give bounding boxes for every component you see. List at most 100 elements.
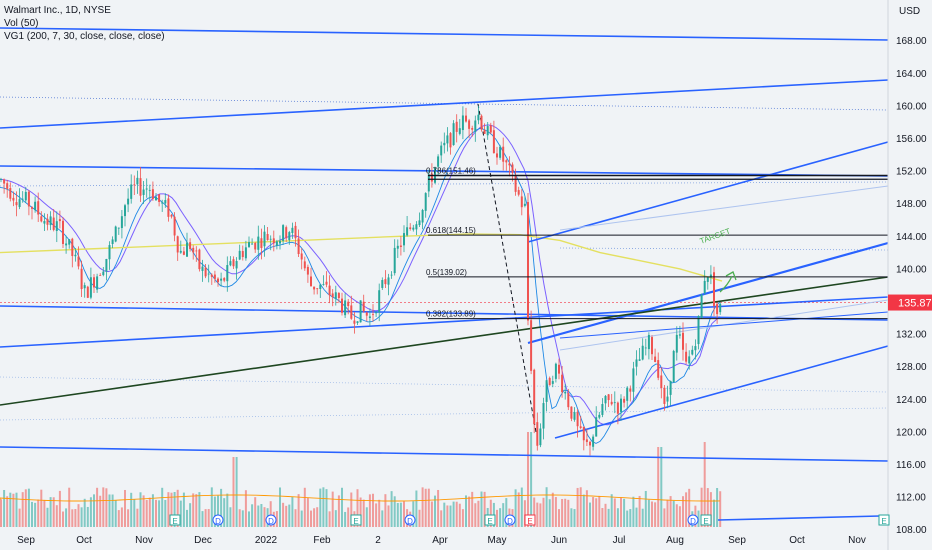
candle-body [508, 163, 511, 166]
candle-body [34, 201, 37, 211]
candle-body [263, 231, 266, 247]
volume-bar [21, 492, 24, 527]
volume-bar [688, 488, 691, 527]
volume-bar [706, 488, 709, 527]
candle-body [666, 396, 669, 402]
y-tick-label: 128.00 [896, 362, 927, 373]
candle-body [610, 401, 613, 405]
candle-body [49, 216, 52, 226]
event-marker [265, 514, 277, 526]
volume-bar [613, 498, 616, 527]
event-marker [687, 514, 699, 526]
legend-vol: Vol (50) [4, 18, 39, 29]
volume-bar [263, 507, 266, 527]
candle-body [93, 277, 95, 288]
candle-body [486, 126, 489, 136]
candle-body [502, 146, 505, 162]
candle-body [663, 387, 666, 404]
candle-body [685, 351, 688, 362]
trendline [527, 241, 889, 345]
y-tick-label: 124.00 [896, 395, 927, 406]
volume-bar [601, 508, 604, 527]
candle-body [248, 242, 250, 247]
candle-body [672, 350, 675, 383]
candle-body [403, 233, 405, 246]
volume-bar [663, 508, 666, 527]
x-tick-label: 2022 [255, 535, 278, 546]
candle-body [424, 193, 427, 211]
volume-bar [46, 507, 49, 527]
candle-body [465, 115, 467, 122]
candle-body [279, 241, 281, 244]
volume-bar [213, 496, 216, 527]
volume-bar [604, 503, 607, 527]
volume-bar [210, 487, 213, 527]
candle-body [310, 276, 312, 287]
volume-bar [62, 511, 64, 527]
volume-bar [635, 507, 638, 527]
y-tick-label: 156.00 [896, 134, 927, 145]
volume-bar [675, 504, 678, 527]
volume-bar [399, 502, 402, 527]
volume-bar [641, 508, 644, 527]
volume-bar [3, 489, 6, 527]
candle-body [229, 261, 232, 266]
y-tick-label: 140.00 [896, 264, 927, 275]
event-marker [524, 514, 536, 526]
event-marker [212, 514, 224, 526]
volume-bar [713, 499, 715, 527]
volume-bar [378, 499, 381, 527]
candle-body [511, 164, 514, 173]
event-marker-label: D [507, 517, 513, 526]
dotted-guide [0, 376, 889, 393]
candle-body [604, 395, 607, 404]
volume-bar [589, 502, 591, 527]
volume-bar [179, 500, 182, 527]
candle-body [480, 115, 483, 130]
candle-body [703, 280, 706, 294]
volume-bar [548, 499, 551, 527]
candle-body [210, 274, 213, 277]
volume-bar [201, 511, 204, 527]
candle-body [542, 403, 545, 429]
volume-bar [189, 503, 192, 527]
volume-bar [455, 501, 458, 527]
candle-body [77, 256, 80, 267]
x-tick-label: Sep [728, 535, 746, 546]
volume-bar [127, 509, 130, 527]
volume-bar [390, 491, 393, 527]
candle-body [328, 285, 331, 296]
candle-body [151, 189, 154, 199]
last-price-label: 135.87 [898, 298, 932, 310]
candle-body [269, 238, 272, 240]
volume-bar [418, 509, 421, 527]
volume-bar [440, 510, 443, 527]
candle-body [325, 281, 328, 285]
volume-bar [12, 493, 15, 527]
candle-body [170, 214, 173, 217]
candle-body [530, 320, 533, 371]
y-tick-label: 164.00 [896, 69, 927, 80]
volume-bar [111, 494, 114, 527]
volume-bar [632, 496, 635, 527]
candle-body [545, 380, 548, 402]
price-axis [888, 0, 932, 550]
volume-bar [598, 495, 601, 527]
volume-ma-line [0, 494, 721, 502]
volume-bar [49, 497, 52, 527]
candle-body [164, 200, 167, 204]
candle-body [288, 232, 291, 241]
candle-body [18, 199, 21, 208]
volume-bar [31, 501, 33, 527]
volume-bar [232, 457, 235, 527]
legend-title: Walmart Inc., 1D, NYSE [4, 5, 111, 16]
candle-body [136, 177, 139, 185]
volume-bar [564, 498, 567, 527]
candle-body [155, 196, 157, 201]
candle-body [341, 298, 343, 313]
candle-body [706, 276, 709, 282]
volume-bar [576, 487, 579, 527]
volume-bar [6, 496, 9, 527]
volume-bar [623, 498, 626, 527]
volume-bar [573, 509, 576, 527]
